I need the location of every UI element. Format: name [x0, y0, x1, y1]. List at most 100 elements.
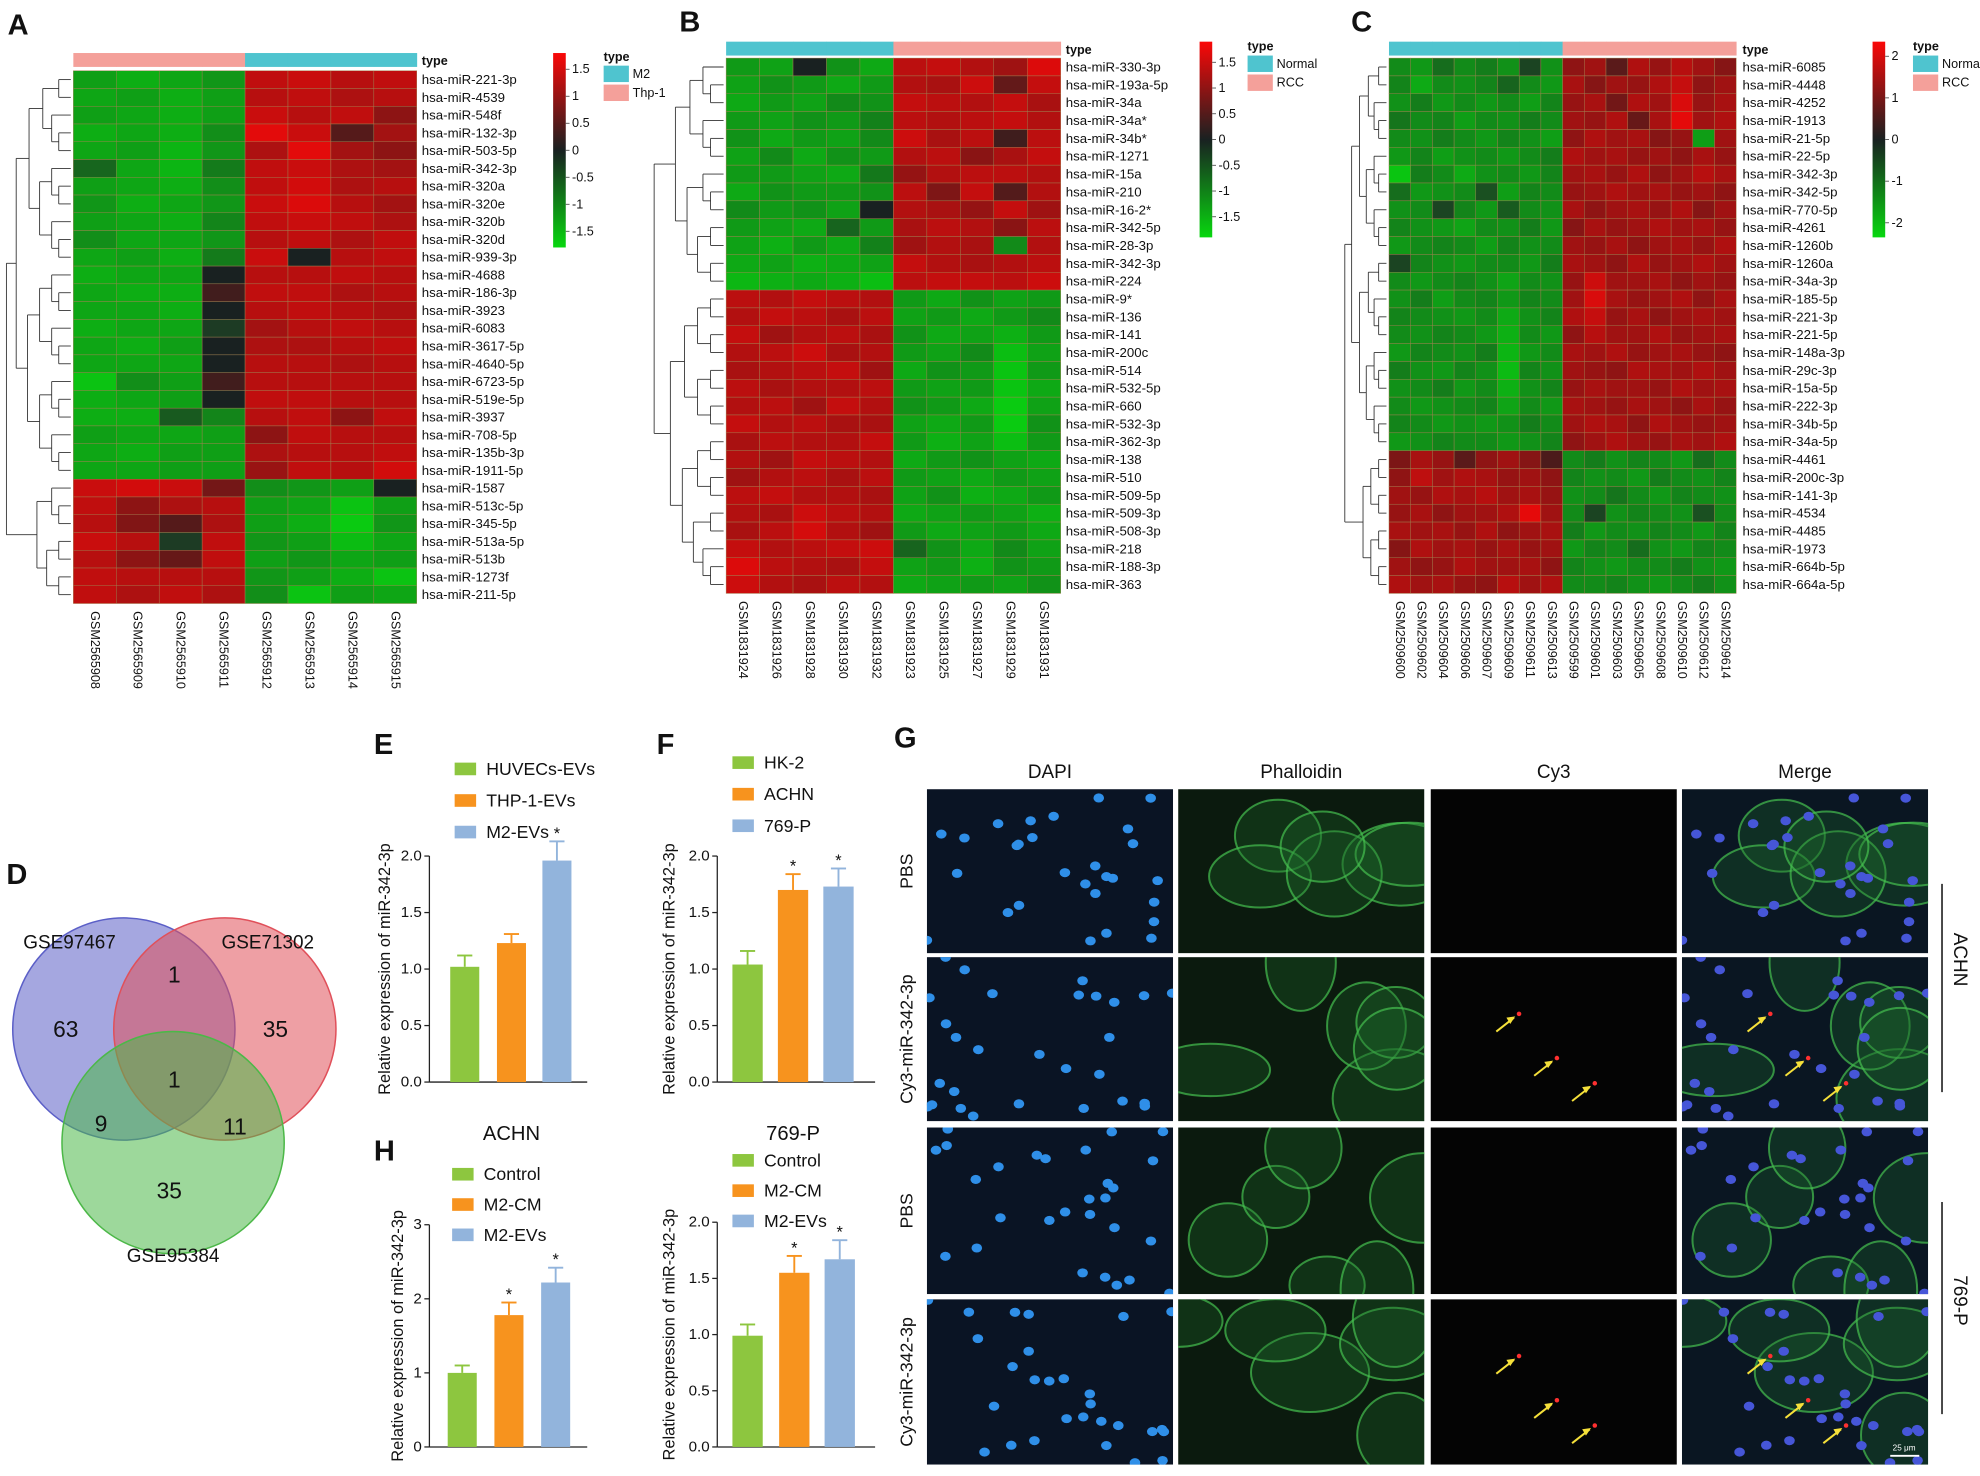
heatmap-cell	[373, 301, 417, 320]
heatmap-cell	[330, 354, 375, 373]
heatmap-cell	[158, 159, 203, 178]
heatmap-cell	[1714, 111, 1737, 130]
nucleus	[1084, 1209, 1096, 1220]
heatmap-cell	[1540, 254, 1563, 273]
row-label: hsa-miR-34b-5p	[1743, 416, 1838, 431]
heatmap-cell	[1649, 503, 1672, 523]
row-label: hsa-miR-136	[1066, 309, 1142, 324]
heatmap-cell	[859, 396, 894, 416]
row-label: hsa-miR-1271	[1066, 149, 1149, 164]
group-cell	[159, 53, 203, 67]
nucleus	[1864, 1223, 1875, 1233]
heatmap-cell	[1497, 539, 1520, 558]
colorbar-label: -0.5	[1219, 158, 1241, 172]
nucleus	[1872, 1096, 1883, 1106]
heatmap-cell	[1670, 218, 1694, 237]
heatmap-cell	[926, 325, 961, 344]
cell-outline	[1187, 1202, 1269, 1278]
heatmap-cell	[960, 200, 995, 219]
row-label: hsa-miR-4640-5p	[422, 356, 524, 371]
heatmap-cell	[960, 343, 995, 362]
nucleus	[1112, 1421, 1124, 1431]
group-cell	[73, 53, 117, 67]
colorbar-label: 1.5	[572, 62, 590, 76]
heatmap-cell	[926, 432, 961, 451]
heatmap-cell	[1475, 325, 1498, 344]
heatmap-cell	[330, 194, 375, 214]
heatmap-cell	[1562, 486, 1585, 505]
row-label: hsa-miR-320d	[422, 232, 505, 247]
row-label: hsa-miR-513b	[422, 552, 505, 567]
row-label: hsa-miR-210	[1066, 184, 1142, 199]
cell-outline	[1842, 1306, 1929, 1382]
heatmap-cell	[1410, 182, 1433, 202]
heatmap-cell	[201, 407, 246, 427]
heatmap-cell	[993, 57, 1028, 77]
heatmap-cell	[1670, 200, 1694, 219]
heatmap-cell	[1649, 396, 1672, 416]
legend-swatch	[1912, 74, 1939, 91]
heatmap-cell	[1453, 450, 1477, 469]
heatmap-cell	[1497, 450, 1520, 469]
row-header: Cy3-miR-342-3p	[897, 974, 917, 1104]
heatmap-cell	[1714, 147, 1737, 166]
heatmap-cell	[1432, 254, 1455, 273]
venn-circle	[61, 1030, 285, 1255]
heatmap-cell	[1584, 57, 1607, 77]
heatmap-cell	[1388, 486, 1411, 505]
nucleus	[1696, 1141, 1707, 1151]
y-tick-label: 0.5	[689, 1382, 710, 1399]
nucleus	[1714, 833, 1725, 843]
heatmap-cell	[1714, 218, 1737, 237]
heatmap-cell	[1453, 396, 1477, 416]
heatmap-cell	[244, 532, 289, 551]
nucleus	[1903, 917, 1915, 927]
column-label: GSM1831928	[803, 601, 817, 679]
colorbar-label: 1	[572, 89, 579, 103]
row-label: hsa-miR-708-5p	[422, 427, 517, 442]
heatmap-cell	[201, 248, 246, 267]
nucleus	[1844, 861, 1856, 871]
nucleus	[1856, 1440, 1867, 1451]
heatmap-cell	[859, 164, 894, 184]
legend-swatch	[1247, 55, 1273, 72]
heatmap-cell	[116, 106, 160, 125]
cell-outline	[1208, 844, 1312, 909]
legend-label: M2-EVs	[486, 822, 549, 842]
heatmap-cell	[73, 319, 117, 338]
nucleus	[1833, 1103, 1845, 1113]
column-label: GSM2509612	[1697, 601, 1711, 679]
cell-outline	[1856, 1006, 1929, 1091]
heatmap-cell	[1649, 182, 1672, 202]
heatmap-cell	[826, 557, 861, 576]
heatmap-cell	[1540, 486, 1563, 505]
heatmap-cell	[1605, 396, 1628, 416]
heatmap-cell	[73, 478, 117, 498]
nucleus	[1911, 1424, 1923, 1434]
group-cell	[726, 41, 760, 56]
heatmap-cell	[725, 289, 760, 309]
heatmap-cell	[893, 200, 928, 219]
heatmap-cell	[1388, 450, 1411, 469]
row-label: hsa-miR-34a*	[1066, 113, 1147, 128]
heatmap-cell	[1497, 557, 1520, 576]
heatmap-cell	[1027, 164, 1061, 184]
nucleus	[1722, 1111, 1734, 1121]
heatmap-cell	[1388, 75, 1411, 94]
heatmap-cell	[1388, 57, 1411, 77]
heatmap-cell	[826, 503, 861, 523]
nucleus	[1789, 1049, 1800, 1059]
nucleus	[1058, 1374, 1070, 1384]
heatmap-cell	[826, 57, 861, 77]
column-label: GSM2509611	[1523, 601, 1537, 678]
heatmap-cell	[287, 70, 332, 89]
heatmap-cell	[1497, 307, 1520, 326]
heatmap-cell	[993, 182, 1028, 202]
heatmap-cell	[1518, 450, 1542, 469]
heatmap-cell	[893, 432, 928, 451]
nucleus	[959, 833, 970, 843]
cell-outline	[1355, 985, 1425, 1059]
heatmap-cell	[926, 93, 961, 112]
bar	[732, 1335, 763, 1447]
